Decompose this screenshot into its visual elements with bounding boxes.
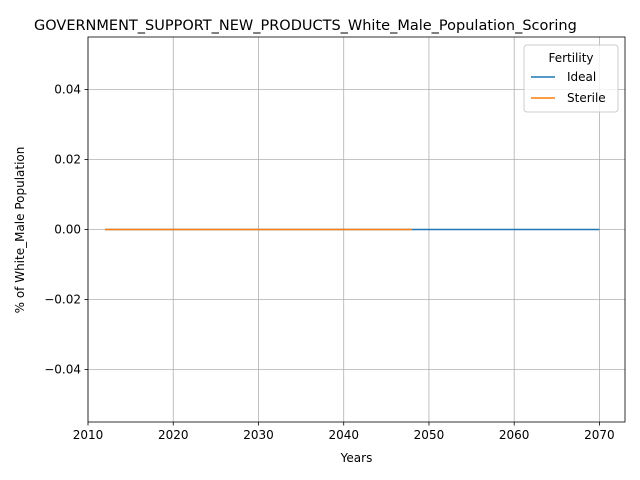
y-tick-label: −0.04	[44, 363, 81, 377]
legend-box	[523, 44, 619, 113]
legend-label-ideal: Ideal	[567, 70, 596, 84]
axis-ticks: 2010 2020 2030 2040 2050 2060 2070 −0.04 −0.02 0.…	[44, 83, 614, 443]
x-tick-label: 2060	[499, 428, 530, 442]
y-tick-label: 0.02	[54, 153, 81, 167]
legend: Fertility Ideal Sterile	[523, 44, 619, 113]
x-tick-label: 2050	[414, 428, 445, 442]
y-axis-label: % of White_Male Population	[13, 147, 27, 314]
x-tick-label: 2030	[243, 428, 274, 442]
legend-label-sterile: Sterile	[567, 91, 606, 105]
x-tick-label: 2070	[584, 428, 615, 442]
chart-title: GOVERNMENT_SUPPORT_NEW_PRODUCTS_White_Ma…	[34, 18, 577, 34]
y-tick-label: 0.04	[54, 83, 81, 97]
legend-title: Fertility	[548, 51, 593, 65]
x-tick-label: 2040	[328, 428, 359, 442]
x-tick-label: 2020	[158, 428, 189, 442]
x-axis-label: Years	[340, 451, 373, 465]
y-tick-label: −0.02	[44, 293, 81, 307]
x-tick-label: 2010	[73, 428, 104, 442]
y-tick-label: 0.00	[54, 223, 81, 237]
